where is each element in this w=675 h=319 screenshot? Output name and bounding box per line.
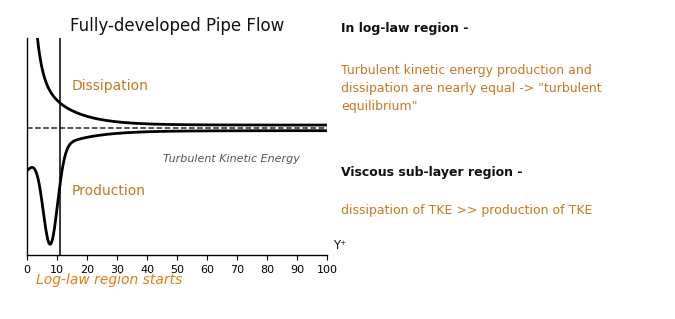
Text: Y⁺: Y⁺ <box>333 239 347 252</box>
Title: Fully-developed Pipe Flow: Fully-developed Pipe Flow <box>70 17 284 35</box>
Text: Log-law region starts: Log-law region starts <box>36 273 182 287</box>
Text: dissipation of TKE >> production of TKE: dissipation of TKE >> production of TKE <box>341 204 592 217</box>
Text: Turbulent Kinetic Energy: Turbulent Kinetic Energy <box>163 154 300 164</box>
Text: Production: Production <box>72 184 146 198</box>
Text: Viscous sub-layer region -: Viscous sub-layer region - <box>341 166 522 179</box>
Text: In log-law region -: In log-law region - <box>341 22 468 35</box>
Text: Turbulent kinetic energy production and
dissipation are nearly equal -> "turbule: Turbulent kinetic energy production and … <box>341 64 601 113</box>
Text: Dissipation: Dissipation <box>72 79 149 93</box>
